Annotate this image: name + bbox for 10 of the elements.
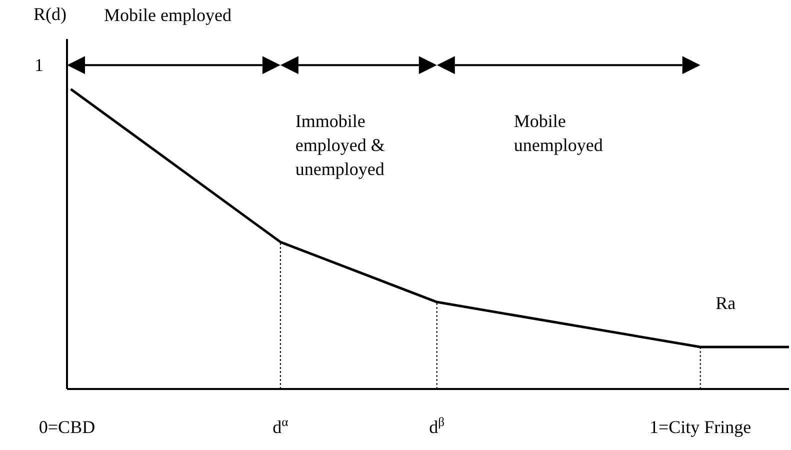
x-tick-label: d$^{α}$ [272,415,289,437]
annotation: Immobile employed & unemployed [295,111,385,180]
x-tick-label: 1=City Fringe [650,417,752,437]
text: 1 [34,55,44,76]
annotation: Ra [716,293,736,314]
y-axis-title: R(d) [34,4,66,24]
annotation: Mobile unemployed [514,111,603,156]
text: Mobile employed [104,5,232,26]
x-tick-label: d$^{β}$ [429,415,445,437]
x-tick-label: 0=CBD [38,417,96,437]
